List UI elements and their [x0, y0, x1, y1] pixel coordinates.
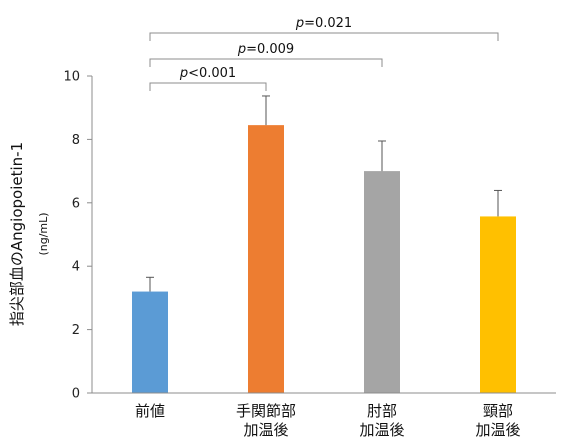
y-axis-label: 指尖部血のAngiopoietin-1 — [8, 142, 26, 326]
p-value-label: p<0.001 — [179, 66, 236, 81]
y-tick-label: 4 — [72, 260, 80, 275]
bar — [248, 125, 284, 393]
p-value-text: =0.021 — [304, 16, 352, 31]
x-tick-label: 前値 — [135, 402, 165, 420]
bar — [364, 171, 400, 393]
y-tick-label: 2 — [72, 323, 80, 338]
x-tick-label: 加温後 — [475, 421, 520, 439]
x-tick-label: 肘部 — [367, 402, 397, 420]
x-tick-label: 加温後 — [359, 421, 404, 439]
x-tick-label: 手関節部 — [236, 402, 296, 420]
x-tick-label: 頸部 — [483, 402, 513, 420]
y-tick-label: 8 — [72, 133, 80, 148]
axis-labels: 指尖部血のAngiopoietin-1 (ng/mL) — [8, 142, 50, 326]
y-tick-label: 6 — [72, 196, 80, 211]
significance-bracket — [149, 58, 383, 67]
p-value-label: p=0.021 — [295, 16, 352, 31]
p-value-text: <0.001 — [188, 66, 236, 81]
y-tick-label: 10 — [63, 70, 80, 85]
bar — [132, 291, 168, 393]
y-axis-unit: (ng/mL) — [37, 212, 50, 255]
p-value-symbol: p — [237, 42, 246, 57]
significance-bracket — [149, 32, 499, 41]
p-value-symbol: p — [179, 66, 188, 81]
bar — [480, 216, 516, 393]
p-value-symbol: p — [295, 16, 304, 31]
p-value-label: p=0.009 — [237, 42, 294, 57]
y-axis: 0 2 4 6 8 10 — [63, 70, 93, 402]
p-value-text: =0.009 — [246, 42, 294, 57]
bars — [132, 95, 516, 393]
x-tick-label: 加温後 — [243, 421, 288, 439]
significance-bracket — [149, 82, 267, 91]
y-tick-label: 0 — [72, 387, 80, 402]
